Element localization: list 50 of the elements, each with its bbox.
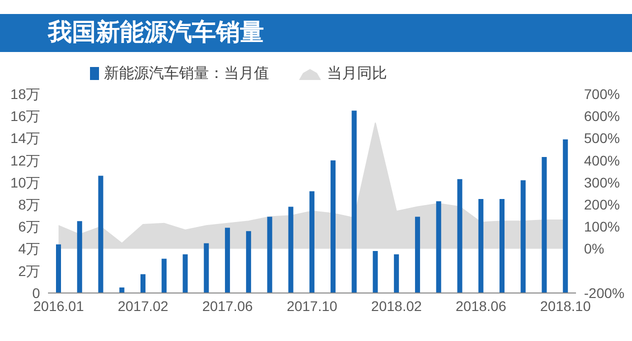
y2-tick-label: 400% (584, 152, 620, 168)
y-tick-label: 14万 (10, 130, 40, 146)
bar (246, 231, 252, 293)
legend-label: 新能源汽车销量：当月值 (104, 64, 269, 83)
bar (77, 221, 82, 293)
bar (140, 274, 146, 293)
y-tick-label: 12万 (10, 152, 40, 168)
legend-label: 当月同比 (327, 64, 387, 83)
y-tick-label: 4万 (18, 240, 40, 257)
y-tick-label: 8万 (18, 196, 40, 213)
bar (119, 287, 124, 293)
bar (56, 244, 61, 293)
bar (520, 180, 526, 293)
bar (457, 179, 462, 293)
bar (415, 216, 420, 293)
bar (352, 110, 357, 293)
bar (500, 199, 505, 293)
x-tick-label: 2018.06 (456, 298, 506, 314)
bar (288, 206, 294, 293)
y2-tick-label: 200% (584, 196, 620, 213)
bar (478, 199, 484, 293)
y-tick-label: 16万 (10, 108, 40, 124)
bar (562, 139, 568, 293)
y-tick-label: 2万 (18, 262, 40, 279)
y2-tick-label: 100% (584, 218, 620, 235)
bar (394, 254, 399, 293)
bar (309, 191, 314, 293)
bar (267, 216, 272, 293)
y-tick-label: 18万 (10, 86, 40, 102)
x-tick-label: 2017.02 (118, 298, 169, 314)
bar (436, 201, 442, 293)
y2-tick-label: 0% (584, 240, 604, 257)
x-tick-label: 2017.10 (286, 298, 338, 314)
x-tick-label: 2018.02 (371, 298, 422, 314)
bar (162, 258, 167, 293)
chart-title: 我国新能源汽车销量 (0, 14, 632, 52)
bar (204, 243, 209, 293)
bar (542, 157, 547, 293)
y2-tick-label: 300% (584, 174, 620, 190)
y-tick-label: 6万 (18, 218, 40, 235)
y-tick-label: 10万 (10, 174, 40, 190)
y2-tick-label: 500% (584, 130, 620, 146)
bar (98, 176, 104, 293)
bar (182, 254, 188, 293)
bar (224, 228, 230, 293)
y2-tick-label: 700% (584, 86, 620, 102)
x-tick-label: 2017.06 (202, 298, 254, 314)
bar (372, 250, 378, 293)
bar (330, 160, 336, 293)
y2-tick-label: 600% (584, 108, 620, 124)
